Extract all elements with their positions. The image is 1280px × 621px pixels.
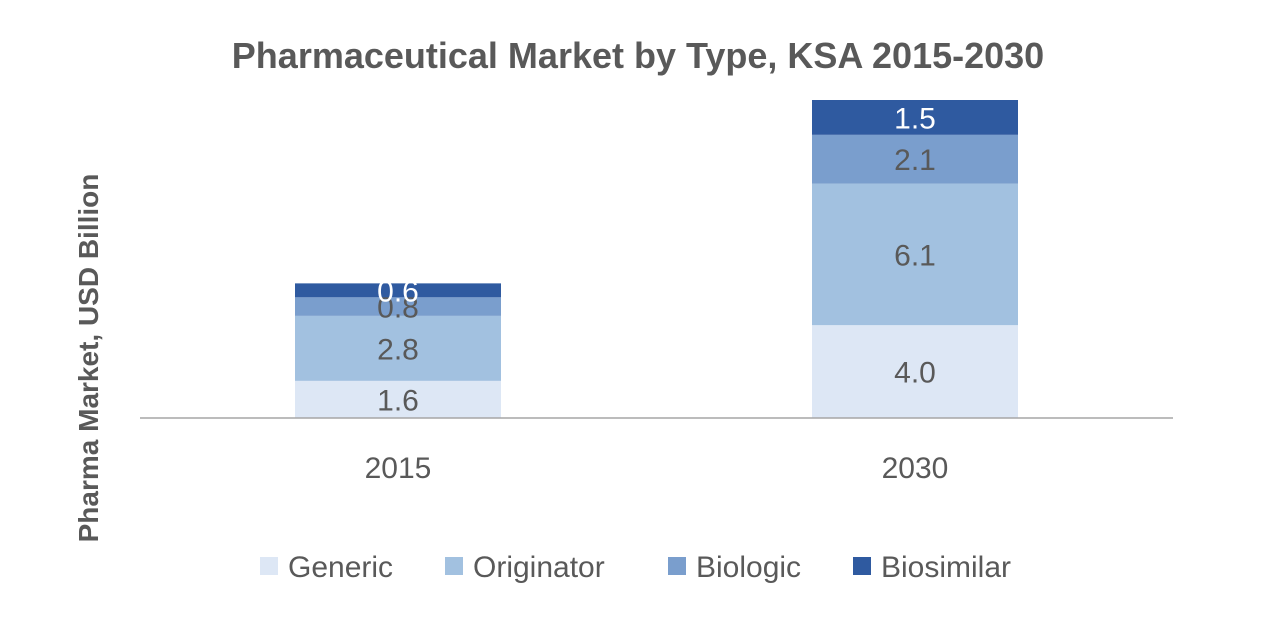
- bar-generic-2015: [295, 380, 501, 418]
- legend-swatch-biologic: [668, 557, 686, 575]
- bar-originator-2015: [295, 315, 501, 381]
- bars: 1.62.80.80.64.06.12.11.5: [295, 100, 1018, 418]
- x-tick-label-2015: 2015: [365, 452, 432, 485]
- data-label-originator-2015: 2.8: [377, 333, 419, 366]
- y-axis-label: Pharma Market, USD Billion: [73, 174, 104, 543]
- bar-generic-2030: [812, 325, 1018, 418]
- legend-swatch-generic: [260, 557, 278, 575]
- x-tick-labels: 2015 2030: [365, 452, 949, 485]
- legend-label-biologic: Biologic: [696, 551, 801, 584]
- chart-title: Pharmaceutical Market by Type, KSA 2015-…: [232, 35, 1044, 76]
- bar-biosimilar-2030: [812, 100, 1018, 135]
- bar-originator-2030: [812, 183, 1018, 326]
- data-label-biosimilar-2030: 1.5: [894, 102, 936, 135]
- legend-label-originator: Originator: [473, 551, 605, 584]
- bar-biologic-2015: [295, 297, 501, 316]
- data-label-biologic-2030: 2.1: [894, 144, 936, 177]
- legend-label-generic: Generic: [288, 551, 393, 584]
- legend-swatch-biosimilar: [853, 557, 871, 575]
- legend: Generic Originator Biologic Biosimilar: [260, 551, 1011, 584]
- bar-biosimilar-2015: [295, 283, 501, 298]
- data-label-generic-2030: 4.0: [894, 357, 936, 390]
- x-tick-label-2030: 2030: [882, 452, 949, 485]
- bar-biologic-2030: [812, 134, 1018, 184]
- data-label-biosimilar-2015: 0.6: [377, 275, 419, 308]
- data-label-originator-2030: 6.1: [894, 239, 936, 272]
- legend-swatch-originator: [445, 557, 463, 575]
- data-label-generic-2015: 1.6: [377, 384, 419, 417]
- legend-label-biosimilar: Biosimilar: [881, 551, 1011, 584]
